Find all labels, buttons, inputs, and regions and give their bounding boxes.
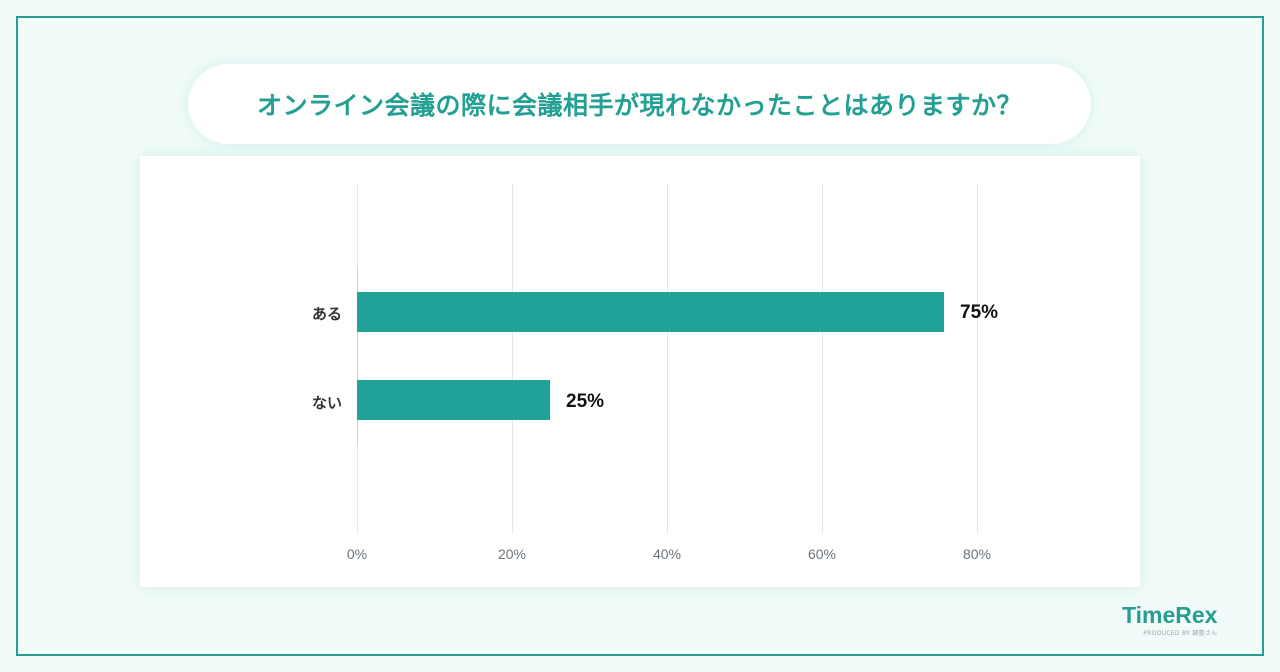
x-tick-label: 80% bbox=[962, 546, 992, 562]
category-label: ある bbox=[311, 305, 342, 323]
x-tick-label: 0% bbox=[346, 546, 368, 562]
title-banner: オンライン会議の際に会議相手が現れなかったことはありますか？ bbox=[188, 64, 1091, 144]
x-tick-label: 40% bbox=[652, 546, 682, 562]
logo-tagline: PRODUCED BY 調整さん bbox=[1143, 630, 1218, 637]
value-label: 75% bbox=[960, 302, 999, 323]
chart-title: オンライン会議の際に会議相手が現れなかったことはありますか？ bbox=[256, 91, 1022, 120]
bar-aru bbox=[357, 292, 944, 332]
chart-panel: ある 75% ない 25% 0% 20% 40% 60% 80% bbox=[140, 156, 1140, 587]
gridline-80 bbox=[977, 184, 978, 534]
x-tick-label: 60% bbox=[807, 546, 837, 562]
bar-nai bbox=[357, 380, 550, 420]
gridline-40 bbox=[667, 184, 668, 534]
logo-name: TimeRex bbox=[1122, 602, 1218, 628]
category-label: ない bbox=[311, 394, 342, 412]
gridline-20 bbox=[512, 184, 513, 534]
y-axis-line bbox=[357, 268, 358, 444]
timerex-logo: TimeRex PRODUCED BY 調整さん bbox=[1122, 603, 1217, 637]
outer-frame bbox=[16, 16, 1264, 656]
value-label: 25% bbox=[566, 391, 605, 412]
gridline-60 bbox=[822, 184, 823, 534]
x-tick-label: 20% bbox=[497, 546, 527, 562]
